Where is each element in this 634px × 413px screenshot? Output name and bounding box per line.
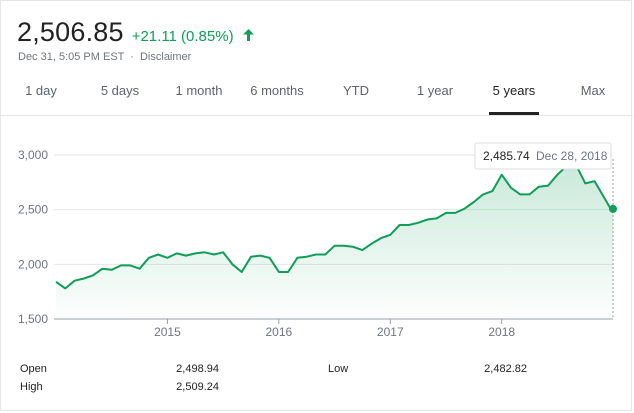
time-range-tabs: 1 day 5 days 1 month 6 months YTD 1 year… — [1, 71, 633, 116]
tab-5-years[interactable]: 5 years — [489, 71, 539, 115]
current-price: 2,506.85 — [17, 17, 124, 47]
y-tick-label: 3,000 — [18, 148, 48, 162]
tab-max[interactable]: Max — [580, 83, 606, 98]
tooltip-date: Dec 28, 2018 — [536, 149, 608, 163]
separator-dot: · — [130, 51, 134, 63]
x-tick-label: 2016 — [265, 325, 292, 339]
low-value: 2,482.82 — [484, 363, 527, 375]
y-tick-label: 2,500 — [18, 203, 48, 217]
arrow-up-icon — [242, 28, 254, 45]
price-area-fill — [56, 164, 613, 319]
disclaimer-link[interactable]: Disclaimer — [139, 51, 192, 63]
x-tick-label: 2015 — [154, 325, 181, 339]
price-line — [55, 163, 614, 290]
tab-6-months[interactable]: 6 months — [250, 83, 304, 98]
data-point-marker — [609, 204, 617, 213]
open-label: Open — [20, 363, 47, 375]
price-change: +21.11 (0.85%) — [132, 28, 254, 45]
low-label: Low — [328, 363, 349, 375]
x-tick-label: 2017 — [377, 325, 404, 339]
tooltip-box — [474, 142, 612, 170]
tab-5-days[interactable]: 5 days — [100, 83, 140, 98]
y-tick-label: 1,500 — [18, 312, 48, 326]
price-change-value: +21.11 (0.85%) — [131, 28, 234, 45]
tab-1-year[interactable]: 1 year — [416, 83, 454, 98]
high-value: 2,509.24 — [176, 381, 219, 393]
tab-1-day[interactable]: 1 day — [25, 83, 57, 98]
x-tick-label: 2018 — [488, 325, 515, 339]
tooltip-value: 2,485.74 — [483, 149, 530, 163]
price-row: 2,506.85 +21.11 (0.85%) — [17, 17, 254, 48]
y-tick-label: 2,000 — [18, 257, 48, 271]
price-chart[interactable]: 1,500 2,000 2,500 3,000 2015 2016 2017 2018 2,4… — [1, 119, 633, 344]
quote-timestamp: Dec 31, 5:05 PM EST — [18, 51, 125, 63]
open-value: 2,498.94 — [176, 363, 219, 375]
quote-subline: Dec 31, 5:05 PM EST · Disclaimer — [18, 51, 191, 63]
tab-ytd[interactable]: YTD — [343, 83, 369, 98]
tab-1-month[interactable]: 1 month — [175, 83, 223, 98]
high-label: High — [20, 381, 43, 393]
